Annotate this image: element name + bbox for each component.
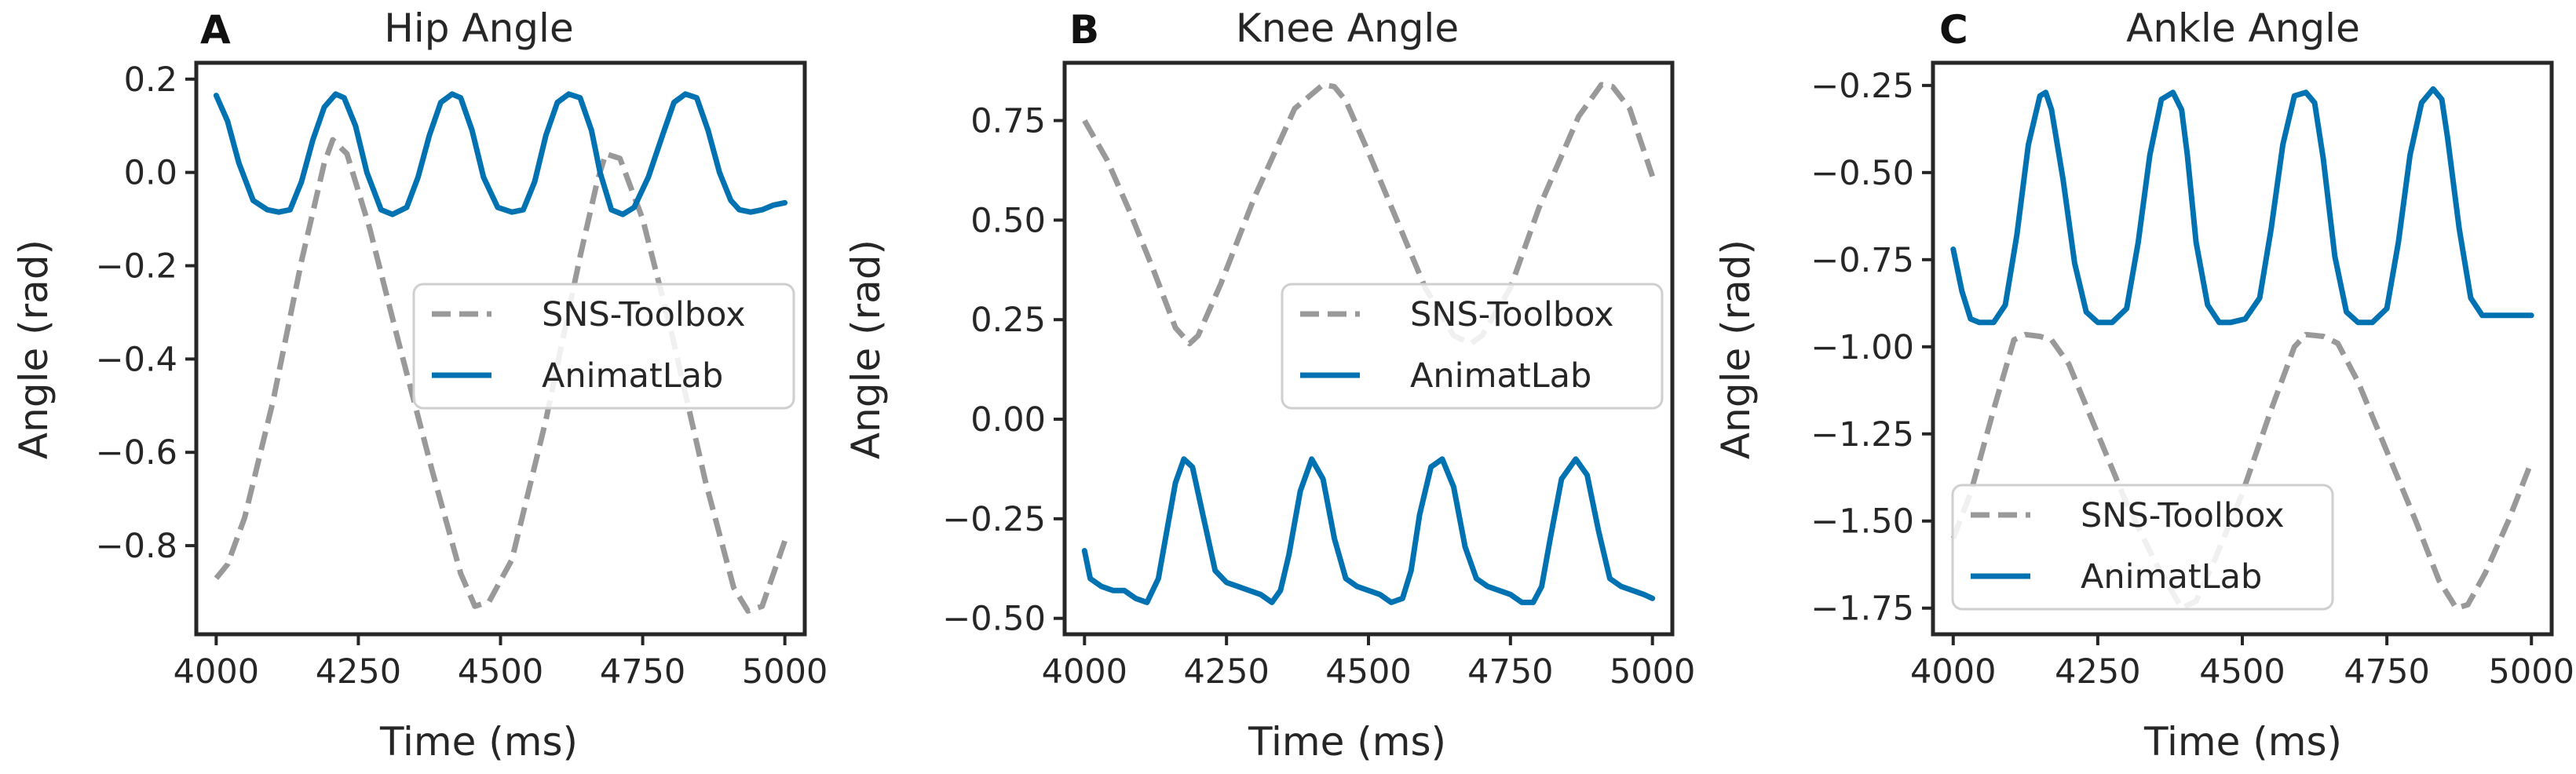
x-tick-label: 4250 bbox=[316, 652, 401, 692]
legend: SNS-Toolbox AnimatLab bbox=[1951, 484, 2334, 611]
x-tick-label: 5000 bbox=[742, 652, 828, 692]
x-tick-label: 4250 bbox=[2055, 652, 2140, 692]
series-line-animatlab bbox=[1081, 456, 1656, 605]
x-tick-label: 4500 bbox=[1325, 652, 1411, 692]
legend-label-sns-toolbox: SNS-Toolbox bbox=[2081, 496, 2285, 535]
y-tick-label: −0.50 bbox=[942, 600, 1046, 639]
legend-box bbox=[1951, 484, 2334, 611]
legend-label-animatlab: AnimatLab bbox=[2081, 557, 2262, 597]
plot-area: 4000 4250 4500 4750 5000 −0.25 −0.50 −0.75 −1.00… bbox=[1811, 60, 2574, 692]
y-tick-label: −0.75 bbox=[1811, 241, 1914, 280]
legend-label-sns-toolbox: SNS-Toolbox bbox=[1410, 295, 1614, 334]
x-tick-label: 4750 bbox=[1467, 652, 1553, 692]
y-tick-label: −0.6 bbox=[96, 433, 177, 473]
y-tick-label: 0.2 bbox=[124, 60, 177, 100]
x-axis-label: Time (ms) bbox=[2143, 719, 2342, 765]
plot-area: 4000 4250 4500 4750 5000 0.2 0.0 −0.2 −0.4 −0.6 −0… bbox=[96, 60, 828, 692]
chart-panel-c: C Ankle Angle 4000 4250 4500 4750 5000 −0.25 −… bbox=[1713, 5, 2574, 765]
y-axis-label: Angle (rad) bbox=[1713, 239, 1759, 459]
legend: SNS-Toolbox AnimatLab bbox=[412, 283, 795, 410]
legend-box bbox=[1281, 283, 1664, 410]
y-tick-label: −0.25 bbox=[1811, 67, 1914, 106]
x-axis-label: Time (ms) bbox=[1248, 719, 1446, 765]
plot-area: 4000 4250 4500 4750 5000 0.75 0.50 0.25 0.00 −0.2… bbox=[942, 60, 1695, 692]
x-tick-label: 5000 bbox=[2489, 652, 2574, 692]
legend-label-sns-toolbox: SNS-Toolbox bbox=[542, 295, 746, 334]
y-tick-label: 0.50 bbox=[970, 201, 1046, 240]
x-tick-label: 5000 bbox=[1610, 652, 1695, 692]
y-axis-label: Angle (rad) bbox=[11, 239, 57, 459]
y-tick-label: −0.50 bbox=[1811, 154, 1914, 193]
y-tick-label: −0.25 bbox=[942, 500, 1046, 539]
y-tick-label: 0.75 bbox=[970, 102, 1046, 141]
panel-label: B bbox=[1069, 7, 1099, 53]
panel-label: C bbox=[1939, 7, 1968, 53]
legend-label-animatlab: AnimatLab bbox=[1410, 356, 1591, 396]
series-line-sns-toolbox bbox=[1082, 82, 1656, 347]
chart-panel-b: B Knee Angle 4000 4250 4500 4750 5000 0.75 0.5… bbox=[843, 5, 1695, 765]
y-tick-label: 0.0 bbox=[124, 154, 177, 193]
chart-title: Knee Angle bbox=[1236, 5, 1459, 51]
x-axis-label: Time (ms) bbox=[379, 719, 578, 765]
x-tick-label: 4250 bbox=[1183, 652, 1269, 692]
x-tick-label: 4750 bbox=[600, 652, 685, 692]
legend-label-animatlab: AnimatLab bbox=[542, 356, 723, 396]
series-line-sns-toolbox bbox=[1950, 331, 2534, 612]
chart-title: Hip Angle bbox=[384, 5, 573, 51]
chart-panel-a: A Hip Angle 4000 4250 4500 4750 5000 0.2 0.0 −0… bbox=[11, 5, 828, 765]
x-tick-label: 4750 bbox=[2344, 652, 2429, 692]
y-tick-label: −1.75 bbox=[1811, 590, 1914, 629]
y-tick-label: −1.00 bbox=[1811, 328, 1914, 367]
series-line-animatlab bbox=[213, 91, 788, 217]
y-tick-label: 0.25 bbox=[970, 301, 1046, 340]
y-tick-label: −0.2 bbox=[96, 247, 177, 287]
panel-label: A bbox=[200, 7, 231, 53]
y-tick-label: −1.25 bbox=[1811, 415, 1914, 455]
x-tick-label: 4500 bbox=[2199, 652, 2285, 692]
y-axis-label: Angle (rad) bbox=[843, 239, 889, 459]
y-tick-label: −0.4 bbox=[96, 340, 177, 379]
x-tick-label: 4000 bbox=[1042, 652, 1127, 692]
series-line-sns-toolbox bbox=[214, 137, 787, 614]
y-tick-label: 0.00 bbox=[970, 400, 1046, 440]
y-tick-label: −1.50 bbox=[1811, 502, 1914, 542]
chart-title: Ankle Angle bbox=[2126, 5, 2360, 51]
y-tick-label: −0.8 bbox=[96, 527, 177, 566]
x-tick-label: 4500 bbox=[458, 652, 543, 692]
legend-box bbox=[412, 283, 795, 410]
series-line-animatlab bbox=[1950, 86, 2534, 326]
x-tick-label: 4000 bbox=[1910, 652, 1996, 692]
x-tick-label: 4000 bbox=[174, 652, 259, 692]
legend: SNS-Toolbox AnimatLab bbox=[1281, 283, 1664, 410]
